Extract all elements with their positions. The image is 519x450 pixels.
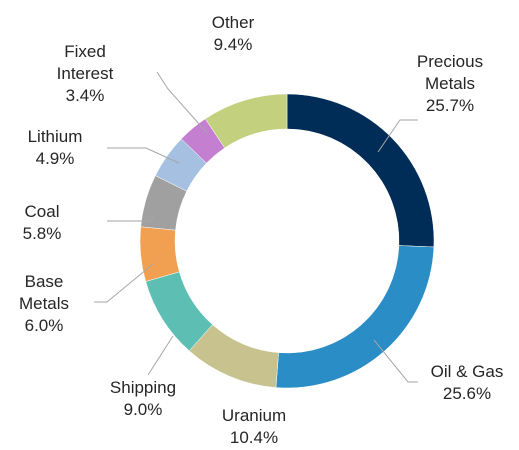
slice-precious-metals (286, 93, 435, 248)
data-label-other: Other 9.4% (212, 13, 255, 54)
leader-lines-group (94, 71, 418, 383)
data-label-name: Other (212, 13, 255, 32)
data-label-value: 3.4% (66, 86, 105, 105)
data-label-fixed-interest: Fixed Interest 3.4% (57, 42, 114, 105)
leader-line-lithium (107, 147, 180, 164)
slice-other (204, 93, 288, 149)
data-label-uranium: Uranium 10.4% (222, 406, 286, 447)
data-label-name: Coal (25, 202, 60, 221)
data-label-base-metals: Base Metals 6.0% (19, 272, 69, 335)
slice-oil-and-gas (275, 245, 435, 389)
data-label-name: Oil & Gas (431, 362, 504, 381)
data-label-name: Interest (57, 64, 114, 83)
data-label-precious-metals: Precious Metals 25.7% (417, 52, 483, 115)
data-label-value: 9.0% (124, 400, 163, 419)
leader-line-base-metals (94, 263, 154, 303)
leader-line-shipping (147, 335, 174, 376)
leader-line-fixed-interest (156, 71, 209, 135)
data-label-value: 5.8% (23, 224, 62, 243)
leader-line-oil-and-gas (373, 339, 418, 383)
data-label-name: Precious (417, 52, 483, 71)
data-label-value: 6.0% (25, 316, 64, 335)
slices-group (139, 93, 435, 389)
data-label-value: 25.7% (426, 96, 474, 115)
data-label-value: 25.6% (443, 384, 491, 403)
data-label-name: Shipping (110, 378, 176, 397)
data-label-name: Uranium (222, 406, 286, 425)
data-label-name: Metals (425, 74, 475, 93)
data-label-coal: Coal 5.8% (23, 202, 62, 243)
leader-line-precious-metals (377, 119, 418, 153)
data-label-name: Lithium (28, 127, 83, 146)
data-label-name: Metals (19, 294, 69, 313)
data-label-oil-and-gas: Oil & Gas 25.6% (431, 362, 504, 403)
leader-line-coal (107, 213, 156, 222)
data-label-value: 4.9% (36, 149, 75, 168)
data-label-lithium: Lithium 4.9% (28, 127, 83, 168)
data-label-shipping: Shipping 9.0% (110, 378, 176, 419)
data-label-name: Fixed (64, 42, 106, 61)
data-label-name: Base (25, 272, 64, 291)
data-label-value: 10.4% (230, 428, 278, 447)
labels-group: Precious Metals 25.7% Oil & Gas 25.6% Uranium… (19, 13, 503, 447)
data-label-value: 9.4% (214, 35, 253, 54)
slice-base-metals (139, 226, 180, 282)
